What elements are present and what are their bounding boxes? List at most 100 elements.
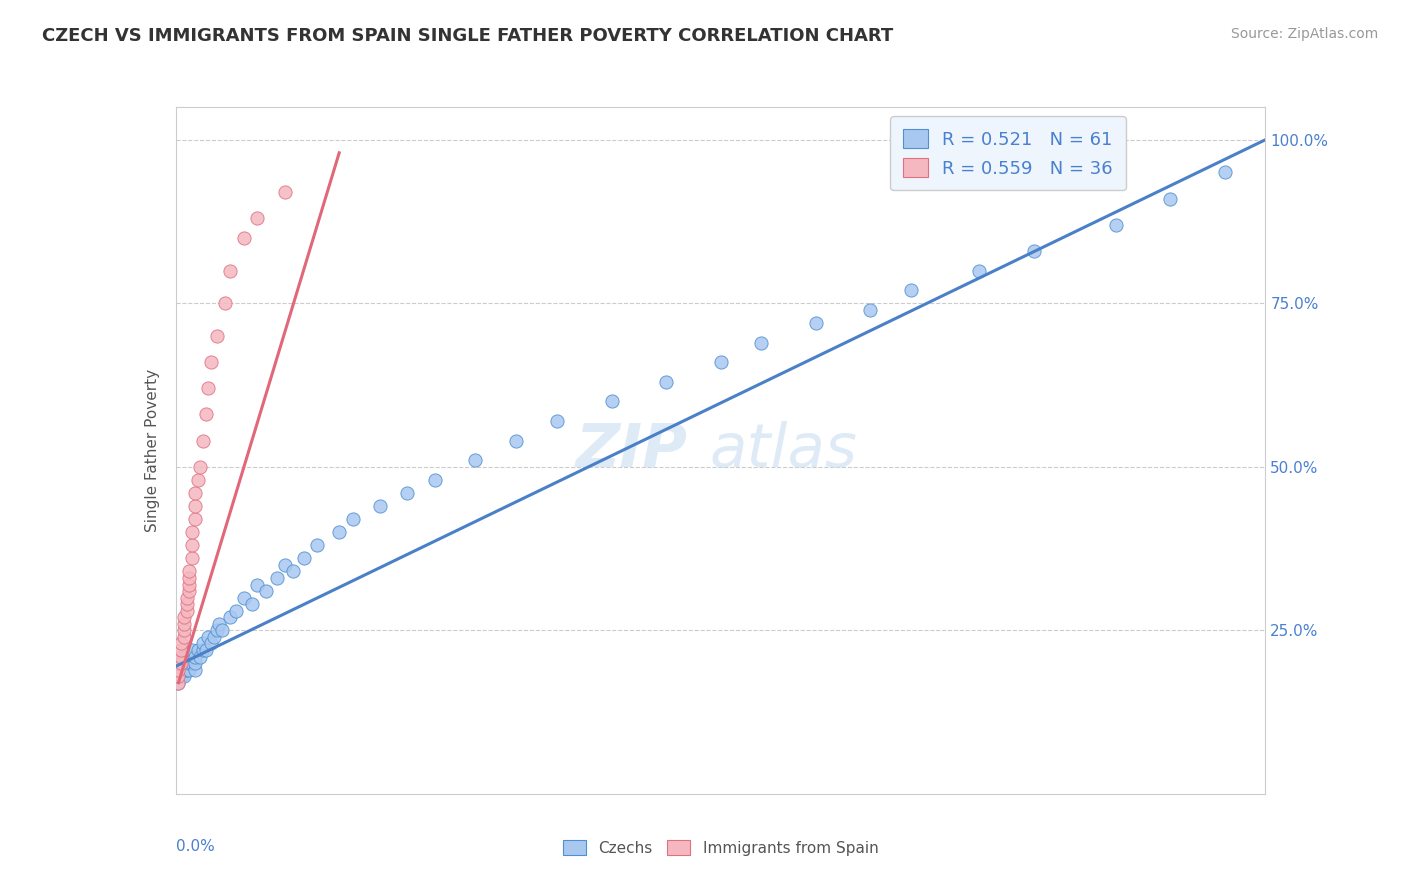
- Text: ZIP: ZIP: [576, 421, 688, 480]
- Point: [197, 381, 219, 395]
- Point: [181, 643, 204, 657]
- Point: [184, 512, 207, 526]
- Point: [181, 538, 204, 552]
- Point: [167, 669, 190, 683]
- Point: [170, 636, 193, 650]
- Point: [184, 663, 207, 677]
- Text: Source: ZipAtlas.com: Source: ZipAtlas.com: [1230, 27, 1378, 41]
- Point: [176, 597, 198, 611]
- Point: [194, 408, 217, 422]
- Point: [167, 663, 190, 677]
- Point: [254, 584, 277, 599]
- Point: [191, 636, 214, 650]
- Point: [969, 263, 991, 277]
- Point: [546, 414, 568, 428]
- Legend: Czechs, Immigrants from Spain: Czechs, Immigrants from Spain: [557, 834, 884, 862]
- Point: [186, 473, 209, 487]
- Point: [274, 558, 297, 572]
- Y-axis label: Single Father Poverty: Single Father Poverty: [145, 369, 160, 532]
- Point: [423, 473, 446, 487]
- Point: [342, 512, 364, 526]
- Point: [200, 636, 222, 650]
- Point: [246, 211, 269, 226]
- Point: [200, 355, 222, 369]
- Point: [170, 649, 193, 664]
- Point: [1104, 218, 1126, 232]
- Point: [179, 571, 201, 585]
- Point: [176, 649, 198, 664]
- Point: [184, 649, 207, 664]
- Point: [179, 565, 201, 579]
- Point: [396, 486, 419, 500]
- Point: [194, 643, 217, 657]
- Point: [167, 675, 190, 690]
- Point: [186, 643, 209, 657]
- Point: [173, 630, 195, 644]
- Point: [176, 604, 198, 618]
- Point: [188, 459, 211, 474]
- Point: [208, 616, 231, 631]
- Point: [188, 649, 211, 664]
- Point: [179, 663, 201, 677]
- Point: [274, 185, 297, 199]
- Point: [173, 624, 195, 638]
- Point: [281, 565, 304, 579]
- Point: [179, 577, 201, 591]
- Point: [170, 643, 193, 657]
- Text: atlas: atlas: [710, 421, 858, 480]
- Point: [179, 656, 201, 670]
- Point: [219, 263, 242, 277]
- Text: 0.0%: 0.0%: [176, 838, 215, 854]
- Point: [181, 656, 204, 670]
- Point: [240, 597, 263, 611]
- Point: [170, 656, 193, 670]
- Point: [266, 571, 288, 585]
- Point: [173, 669, 195, 683]
- Point: [197, 630, 219, 644]
- Point: [219, 610, 242, 624]
- Point: [173, 616, 195, 631]
- Text: CZECH VS IMMIGRANTS FROM SPAIN SINGLE FATHER POVERTY CORRELATION CHART: CZECH VS IMMIGRANTS FROM SPAIN SINGLE FA…: [42, 27, 893, 45]
- Point: [804, 316, 827, 330]
- Point: [179, 584, 201, 599]
- Point: [170, 669, 193, 683]
- Point: [751, 335, 773, 350]
- Point: [176, 656, 198, 670]
- Point: [214, 296, 236, 310]
- Point: [173, 649, 195, 664]
- Point: [205, 329, 228, 343]
- Point: [232, 591, 254, 605]
- Point: [859, 302, 882, 317]
- Point: [600, 394, 623, 409]
- Point: [173, 656, 195, 670]
- Point: [225, 604, 247, 618]
- Point: [232, 231, 254, 245]
- Point: [184, 656, 207, 670]
- Point: [900, 283, 922, 297]
- Point: [505, 434, 527, 448]
- Point: [328, 525, 350, 540]
- Point: [655, 375, 678, 389]
- Point: [202, 630, 225, 644]
- Point: [710, 355, 733, 369]
- Point: [1159, 192, 1181, 206]
- Point: [307, 538, 329, 552]
- Point: [170, 656, 193, 670]
- Point: [211, 624, 233, 638]
- Point: [176, 591, 198, 605]
- Point: [173, 663, 195, 677]
- Point: [246, 577, 269, 591]
- Point: [181, 525, 204, 540]
- Point: [167, 675, 190, 690]
- Point: [176, 663, 198, 677]
- Point: [205, 624, 228, 638]
- Point: [368, 499, 391, 513]
- Point: [464, 453, 486, 467]
- Point: [292, 551, 315, 566]
- Point: [191, 434, 214, 448]
- Point: [173, 610, 195, 624]
- Point: [184, 499, 207, 513]
- Point: [167, 663, 190, 677]
- Point: [191, 643, 214, 657]
- Point: [1022, 244, 1045, 258]
